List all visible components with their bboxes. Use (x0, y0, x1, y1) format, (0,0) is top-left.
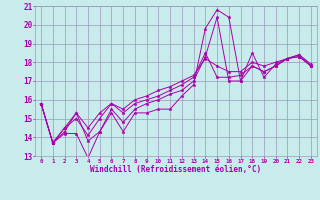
X-axis label: Windchill (Refroidissement éolien,°C): Windchill (Refroidissement éolien,°C) (91, 165, 261, 174)
